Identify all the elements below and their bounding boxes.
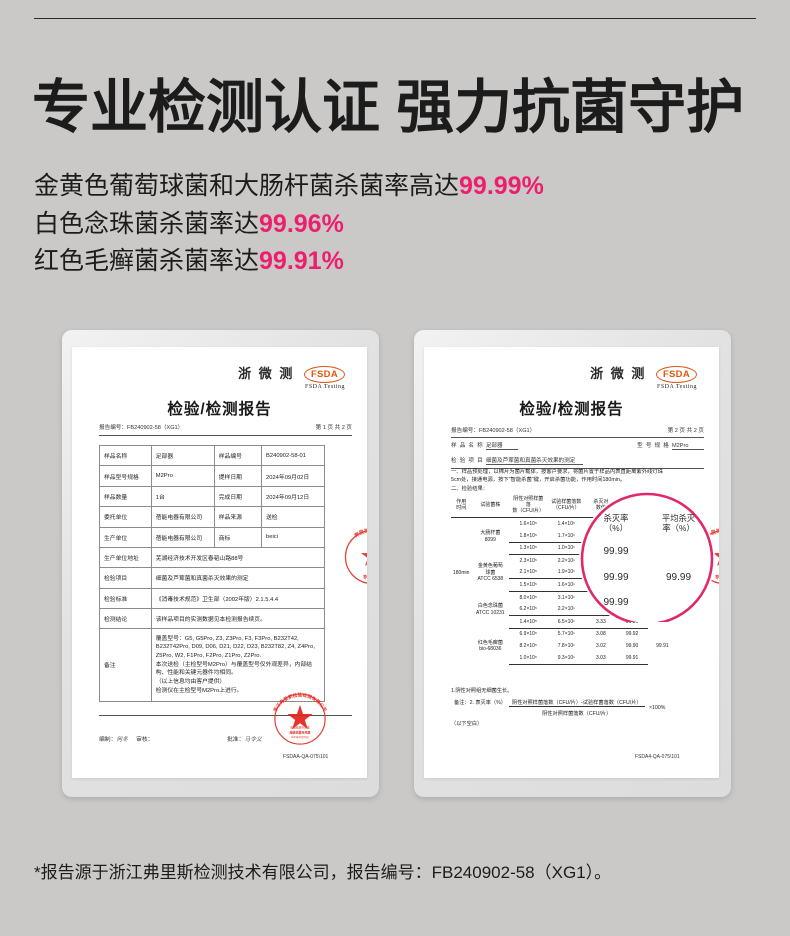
svg-text:2024年09月18日: 2024年09月18日 [291,735,309,739]
svg-text:超级抗菌专用章: 超级抗菌专用章 [288,729,310,734]
svg-text:专用章印: 专用章印 [362,573,367,582]
